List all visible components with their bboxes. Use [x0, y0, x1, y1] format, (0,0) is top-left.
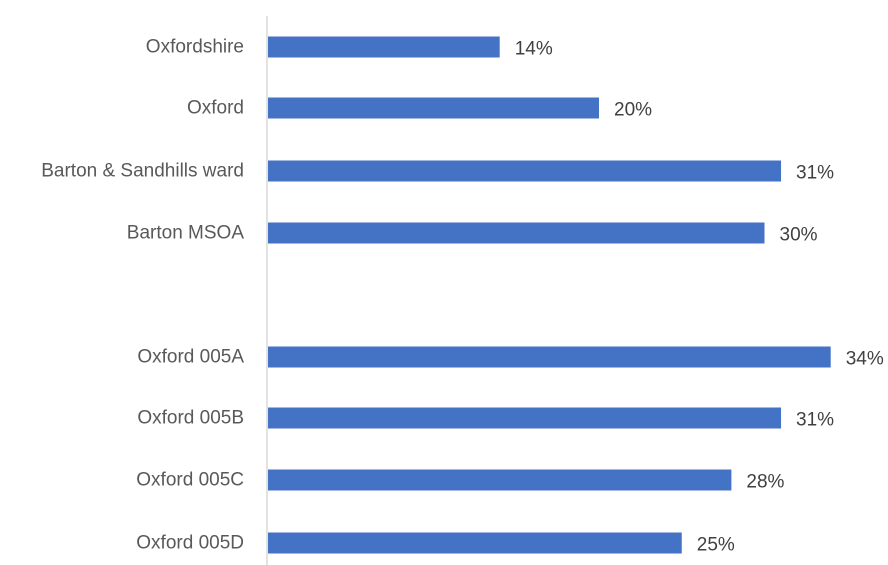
data-label: 28% — [746, 472, 784, 493]
category-label: Oxford 005D — [136, 533, 244, 554]
data-label: 31% — [796, 410, 834, 431]
category-label: Oxford 005B — [137, 408, 244, 429]
bars-layer — [268, 36, 831, 554]
data-label: 30% — [780, 225, 818, 246]
bar — [268, 222, 765, 244]
data-label: 25% — [697, 535, 735, 556]
data-label: 34% — [846, 349, 884, 370]
category-label: Barton MSOA — [127, 223, 245, 244]
bar — [268, 407, 782, 429]
category-label: Oxford 005A — [137, 347, 244, 368]
bar — [268, 36, 500, 58]
category-label: Oxford — [187, 98, 244, 119]
bar — [268, 346, 831, 368]
labels-layer: Oxfordshire 14% Oxford 20% Barton & Sandhill… — [41, 37, 884, 556]
bar — [268, 160, 782, 182]
category-label: Barton & Sandhills ward — [41, 161, 244, 182]
data-label: 31% — [796, 163, 834, 184]
bar — [268, 469, 732, 491]
bar — [268, 532, 682, 554]
category-label: Oxford 005C — [136, 470, 244, 491]
category-label: Oxfordshire — [146, 37, 244, 58]
bar — [268, 97, 599, 119]
data-label: 14% — [515, 39, 553, 60]
data-label: 20% — [614, 100, 652, 121]
